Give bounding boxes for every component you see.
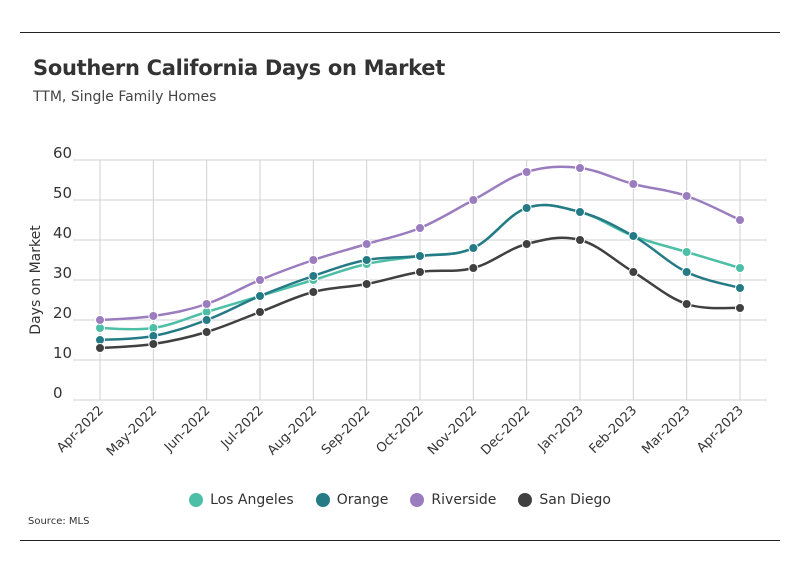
data-point-riverside (575, 163, 585, 173)
data-point-san-diego (415, 267, 425, 277)
data-point-riverside (415, 223, 425, 233)
y-axis-label: Days on Market (28, 225, 44, 335)
legend-item-orange: Orange (315, 492, 389, 508)
data-point-riverside (255, 275, 265, 285)
data-point-orange (201, 315, 212, 325)
bottom-rule (20, 540, 780, 541)
y-tick-label: 50 (53, 184, 72, 202)
data-point-riverside (95, 315, 105, 325)
x-tick-label: Sep-2022 (319, 403, 374, 458)
chart-legend: Los Angeles Orange Riverside San Diego (0, 492, 800, 508)
data-point-riverside (681, 191, 692, 201)
chart-title: Southern California Days on Market (33, 56, 445, 80)
data-point-san-diego (361, 279, 372, 289)
x-tick-label: Jul-2022 (218, 403, 267, 452)
top-rule (20, 32, 780, 33)
legend-label: Los Angeles (210, 492, 294, 508)
legend-label: Orange (336, 492, 389, 508)
x-tick-label: Apr-2022 (54, 403, 107, 456)
legend-swatch (410, 493, 425, 507)
x-tick-label: Jun-2022 (161, 403, 213, 455)
legend-swatch (189, 493, 204, 507)
data-point-riverside (735, 215, 745, 225)
legend-item-riverside: Riverside (410, 492, 496, 508)
data-point-san-diego (521, 239, 532, 249)
data-point-orange (628, 231, 639, 241)
data-point-orange (521, 203, 532, 213)
data-point-riverside (628, 179, 639, 189)
data-point-riverside (148, 311, 159, 321)
data-point-riverside (201, 299, 212, 309)
x-tick-label: Oct-2022 (374, 403, 427, 456)
data-point-riverside (468, 195, 479, 205)
data-point-riverside (521, 167, 532, 177)
y-tick-label: 40 (53, 224, 72, 242)
x-tick-label: Apr-2023 (694, 403, 747, 456)
data-point-orange (575, 207, 585, 217)
data-point-san-diego (735, 303, 745, 313)
data-point-san-diego (95, 343, 105, 353)
data-point-los-angeles (735, 263, 745, 273)
data-point-orange (415, 251, 425, 261)
y-tick-label: 10 (53, 344, 72, 362)
data-point-orange (255, 291, 265, 301)
legend-swatch (518, 493, 533, 507)
data-point-orange (468, 243, 479, 253)
data-point-san-diego (308, 287, 319, 297)
data-point-san-diego (575, 235, 585, 245)
y-tick-label: 30 (53, 264, 72, 282)
y-tick-label: 20 (53, 304, 72, 322)
data-point-san-diego (681, 299, 692, 309)
data-point-orange (681, 267, 692, 277)
x-tick-label: Dec-2022 (478, 403, 533, 458)
data-point-riverside (361, 239, 372, 249)
chart-subtitle: TTM, Single Family Homes (33, 89, 217, 105)
x-tick-label: May-2022 (104, 403, 160, 459)
x-tick-label: Aug-2022 (265, 403, 320, 458)
data-point-san-diego (628, 267, 639, 277)
y-tick-label: 0 (53, 384, 63, 402)
x-tick-label: Nov-2022 (425, 403, 480, 458)
source-note: Source: MLS (28, 516, 90, 527)
legend-swatch (315, 493, 330, 507)
y-tick-label: 60 (53, 144, 72, 162)
data-point-riverside (308, 255, 319, 265)
data-point-san-diego (255, 307, 265, 317)
x-tick-label: Feb-2023 (587, 403, 641, 457)
legend-item-los-angeles: Los Angeles (189, 492, 294, 508)
legend-item-san-diego: San Diego (518, 492, 611, 508)
data-point-san-diego (148, 339, 159, 349)
legend-label: San Diego (539, 492, 611, 508)
data-point-orange (361, 255, 372, 265)
x-tick-label: Mar-2023 (639, 403, 693, 457)
data-point-orange (308, 271, 319, 281)
legend-label: Riverside (431, 492, 497, 508)
data-point-san-diego (201, 327, 212, 337)
data-point-orange (735, 283, 745, 293)
data-point-los-angeles (681, 247, 692, 257)
data-point-san-diego (468, 263, 479, 273)
x-tick-label: Jan-2023 (535, 403, 587, 455)
